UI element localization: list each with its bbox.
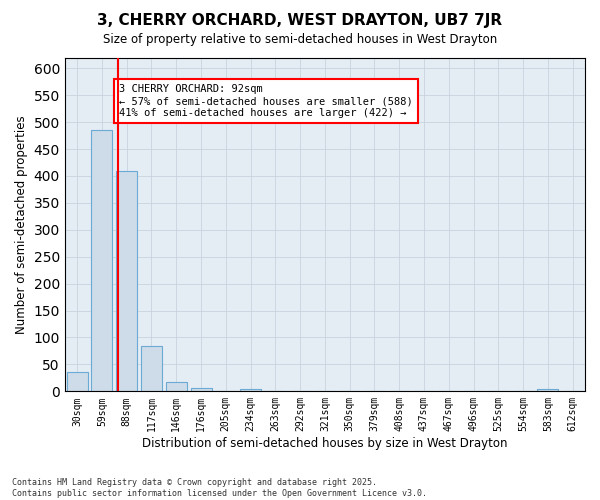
Bar [538,388,559,392]
Bar [116,170,137,392]
X-axis label: Distribution of semi-detached houses by size in West Drayton: Distribution of semi-detached houses by … [142,437,508,450]
Bar [67,372,88,392]
Text: Contains HM Land Registry data © Crown copyright and database right 2025.
Contai: Contains HM Land Registry data © Crown c… [12,478,427,498]
Text: 3 CHERRY ORCHARD: 92sqm
← 57% of semi-detached houses are smaller (588)
41% of s: 3 CHERRY ORCHARD: 92sqm ← 57% of semi-de… [119,84,413,117]
Y-axis label: Number of semi-detached properties: Number of semi-detached properties [15,115,28,334]
Bar [240,388,261,392]
Text: 3, CHERRY ORCHARD, WEST DRAYTON, UB7 7JR: 3, CHERRY ORCHARD, WEST DRAYTON, UB7 7JR [97,12,503,28]
Bar [141,346,162,392]
Bar [166,382,187,392]
Text: Size of property relative to semi-detached houses in West Drayton: Size of property relative to semi-detach… [103,32,497,46]
Bar [91,130,112,392]
Bar [191,388,212,392]
